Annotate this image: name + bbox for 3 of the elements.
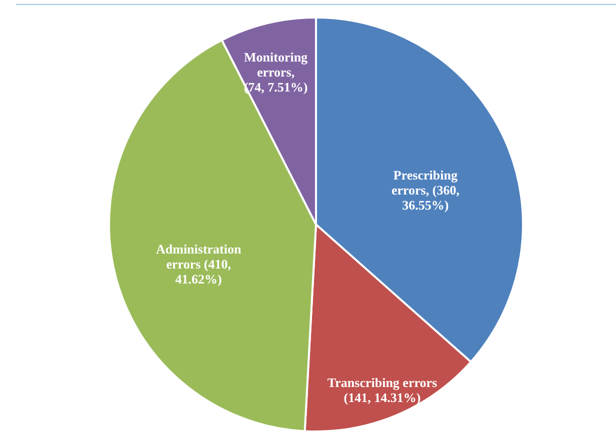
slice-label: Prescribing errors, (360, 36.55%) <box>391 167 460 212</box>
slice-label: Transcribing errors (141, 14.31%) <box>327 375 438 406</box>
slice-label: Administration errors (410, 41.62%) <box>156 241 242 286</box>
